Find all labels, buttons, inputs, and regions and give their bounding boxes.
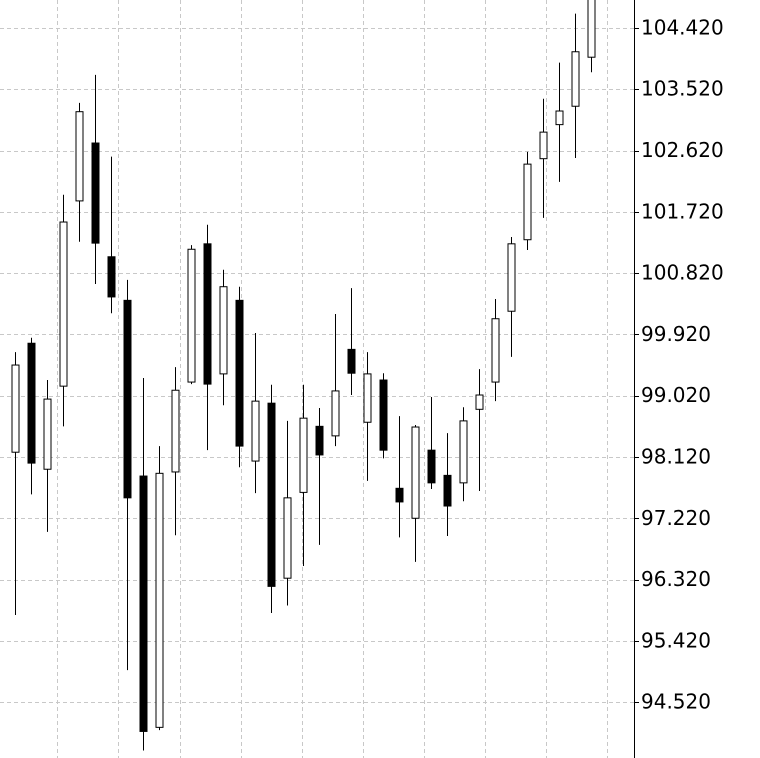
candles xyxy=(11,0,596,751)
candle-body xyxy=(411,426,420,519)
candle-body xyxy=(123,299,132,499)
candle-body xyxy=(203,243,212,385)
candle-body xyxy=(27,342,36,464)
candle-body xyxy=(91,142,100,244)
candle-body xyxy=(139,475,148,732)
candle-body xyxy=(443,474,452,507)
candle-body xyxy=(75,111,84,202)
candle-body xyxy=(283,497,292,579)
candle-body xyxy=(107,256,116,298)
candle-body xyxy=(379,379,388,451)
candle-body xyxy=(539,131,548,160)
candle-body xyxy=(43,398,52,470)
y-tick-label: 97.220 xyxy=(641,506,711,530)
candle-body xyxy=(523,163,532,241)
candle-body xyxy=(59,221,68,387)
candle-body xyxy=(587,0,596,58)
y-tick-label: 102.620 xyxy=(641,138,724,162)
y-tick-label: 101.720 xyxy=(641,199,724,223)
candle-body xyxy=(267,402,276,587)
candle-body xyxy=(299,417,308,493)
y-tick-label: 100.820 xyxy=(641,261,724,285)
candle-body xyxy=(11,364,20,453)
y-tick-label: 94.520 xyxy=(641,690,711,714)
candle-body xyxy=(395,487,404,503)
y-tick-label: 96.320 xyxy=(641,567,711,591)
candle-body xyxy=(507,243,516,312)
y-tick-label: 103.520 xyxy=(641,77,724,101)
candle-body xyxy=(363,373,372,423)
candle-body xyxy=(555,110,564,126)
y-tick-label: 95.420 xyxy=(641,628,711,652)
candle-body xyxy=(171,389,180,473)
candle-body xyxy=(155,472,164,728)
y-tick-labels: 104.420 103.520 102.620 101.720 100.820 99.92… xyxy=(634,15,724,714)
candle-body xyxy=(219,286,228,375)
y-tick-label: 99.020 xyxy=(641,383,711,407)
candle-body xyxy=(331,390,340,437)
candle-body xyxy=(571,51,580,107)
candle-body xyxy=(251,400,260,462)
candle-body xyxy=(475,394,484,410)
candle-body xyxy=(491,318,500,383)
candle-body xyxy=(459,420,468,484)
candle-body xyxy=(187,248,196,383)
candle-body xyxy=(427,449,436,484)
y-tick-label: 98.120 xyxy=(641,444,711,468)
candle-body xyxy=(235,299,244,447)
candle-body xyxy=(315,425,324,456)
candle-body xyxy=(347,348,356,374)
y-tick-label: 104.420 xyxy=(641,15,724,39)
y-tick-label: 99.920 xyxy=(641,322,711,346)
